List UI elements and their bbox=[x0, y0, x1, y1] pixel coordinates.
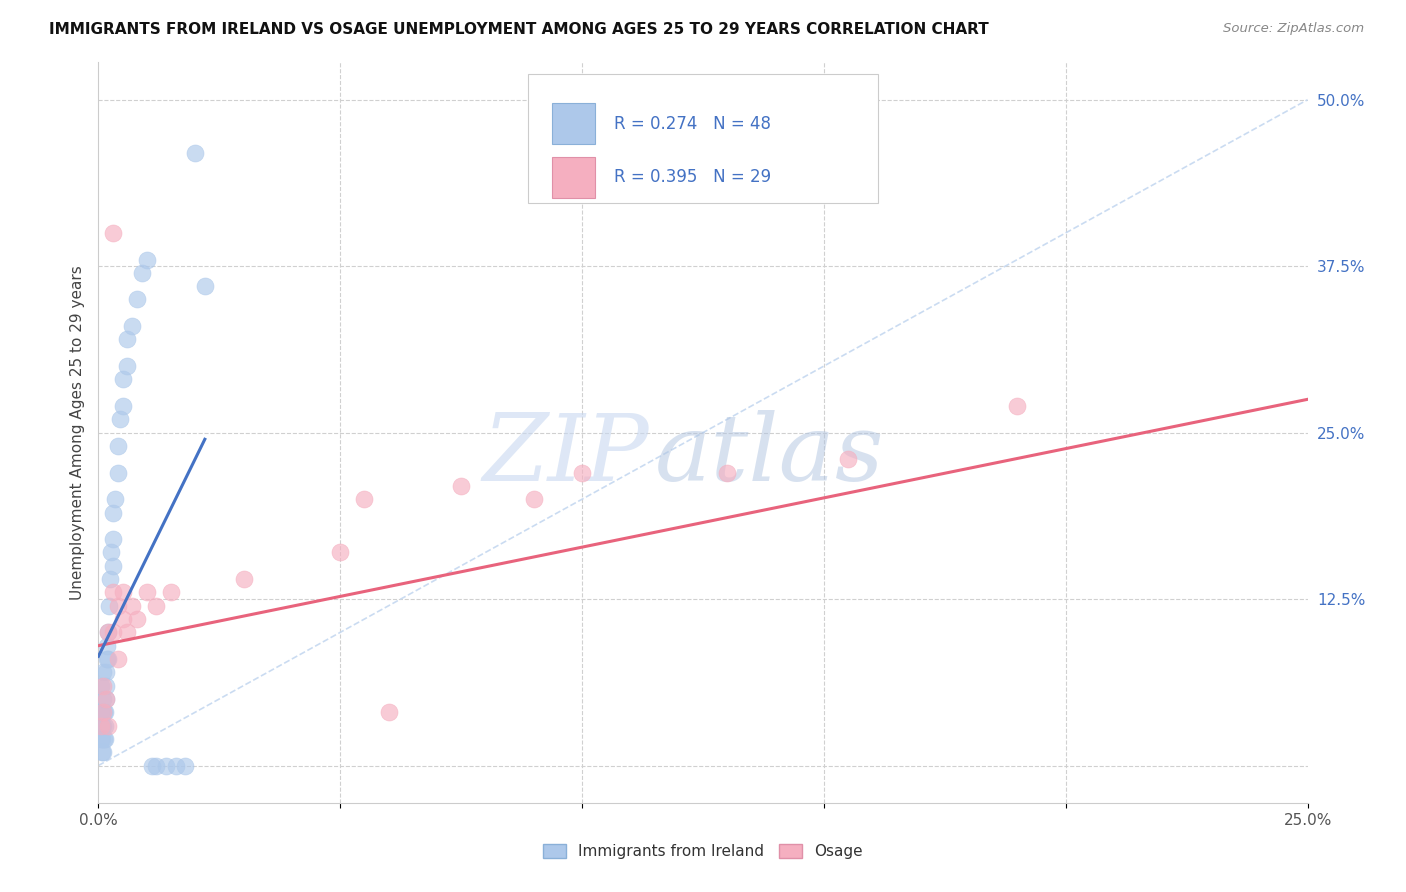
Point bbox=[571, 466, 593, 480]
Point bbox=[155, 758, 177, 772]
Point bbox=[90, 718, 112, 732]
Point bbox=[94, 692, 117, 706]
Point bbox=[101, 226, 124, 240]
Text: ZIP: ZIP bbox=[482, 409, 648, 500]
Point bbox=[145, 758, 167, 772]
Point bbox=[94, 665, 117, 680]
Point bbox=[93, 718, 115, 732]
Point bbox=[91, 745, 114, 759]
Point bbox=[90, 731, 112, 746]
Point bbox=[91, 679, 114, 693]
Text: IMMIGRANTS FROM IRELAND VS OSAGE UNEMPLOYMENT AMONG AGES 25 TO 29 YEARS CORRELAT: IMMIGRANTS FROM IRELAND VS OSAGE UNEMPLO… bbox=[49, 22, 988, 37]
Y-axis label: Unemployment Among Ages 25 to 29 years: Unemployment Among Ages 25 to 29 years bbox=[69, 265, 84, 600]
Point bbox=[97, 718, 120, 732]
Point bbox=[90, 705, 112, 719]
Point bbox=[117, 333, 139, 347]
Point bbox=[232, 572, 254, 586]
Point bbox=[97, 625, 120, 640]
Point bbox=[108, 412, 131, 426]
Point bbox=[160, 585, 183, 599]
Point bbox=[96, 652, 118, 666]
Point bbox=[111, 612, 134, 626]
Point bbox=[837, 452, 859, 467]
Point bbox=[96, 639, 118, 653]
Point bbox=[91, 705, 114, 719]
Point bbox=[107, 439, 129, 453]
Point bbox=[450, 479, 472, 493]
Point bbox=[94, 705, 117, 719]
Text: atlas: atlas bbox=[655, 409, 884, 500]
Point bbox=[111, 585, 134, 599]
Point bbox=[121, 599, 143, 613]
Point bbox=[184, 146, 207, 161]
Point bbox=[135, 252, 157, 267]
Legend: Immigrants from Ireland, Osage: Immigrants from Ireland, Osage bbox=[537, 838, 869, 865]
Point bbox=[90, 718, 112, 732]
Point bbox=[101, 585, 124, 599]
Point bbox=[174, 758, 197, 772]
Point bbox=[716, 466, 738, 480]
Point bbox=[101, 625, 124, 640]
Point bbox=[90, 745, 112, 759]
Point bbox=[141, 758, 163, 772]
Point bbox=[91, 731, 114, 746]
Point bbox=[91, 718, 114, 732]
Point bbox=[329, 545, 352, 559]
Point bbox=[97, 652, 120, 666]
Point bbox=[165, 758, 187, 772]
Point bbox=[117, 625, 139, 640]
Point bbox=[94, 731, 117, 746]
Bar bbox=[551, 103, 595, 144]
Text: R = 0.274   N = 48: R = 0.274 N = 48 bbox=[613, 115, 770, 133]
FancyBboxPatch shape bbox=[527, 73, 879, 203]
Text: R = 0.395   N = 29: R = 0.395 N = 29 bbox=[613, 169, 770, 186]
Point bbox=[127, 293, 149, 307]
Point bbox=[98, 572, 121, 586]
Point bbox=[145, 599, 167, 613]
Point bbox=[93, 731, 115, 746]
Text: Source: ZipAtlas.com: Source: ZipAtlas.com bbox=[1223, 22, 1364, 36]
Point bbox=[377, 705, 399, 719]
Point bbox=[91, 692, 114, 706]
Point bbox=[98, 599, 121, 613]
Point bbox=[107, 652, 129, 666]
Point bbox=[131, 266, 153, 280]
Point bbox=[93, 705, 115, 719]
Point bbox=[100, 545, 122, 559]
Point bbox=[127, 612, 149, 626]
Point bbox=[111, 399, 134, 413]
Point bbox=[97, 625, 120, 640]
Point bbox=[117, 359, 139, 373]
Point bbox=[101, 532, 124, 546]
Point bbox=[523, 492, 546, 507]
Point bbox=[107, 466, 129, 480]
Point bbox=[1007, 399, 1029, 413]
Point bbox=[96, 679, 118, 693]
Bar bbox=[551, 157, 595, 198]
Point bbox=[101, 558, 124, 573]
Point bbox=[101, 506, 124, 520]
Point bbox=[91, 705, 114, 719]
Point bbox=[135, 585, 157, 599]
Point bbox=[94, 692, 117, 706]
Point bbox=[91, 665, 114, 680]
Point bbox=[194, 279, 217, 293]
Point bbox=[104, 492, 127, 507]
Point bbox=[90, 679, 112, 693]
Point bbox=[107, 599, 129, 613]
Point bbox=[121, 319, 143, 334]
Point bbox=[111, 372, 134, 386]
Point bbox=[353, 492, 375, 507]
